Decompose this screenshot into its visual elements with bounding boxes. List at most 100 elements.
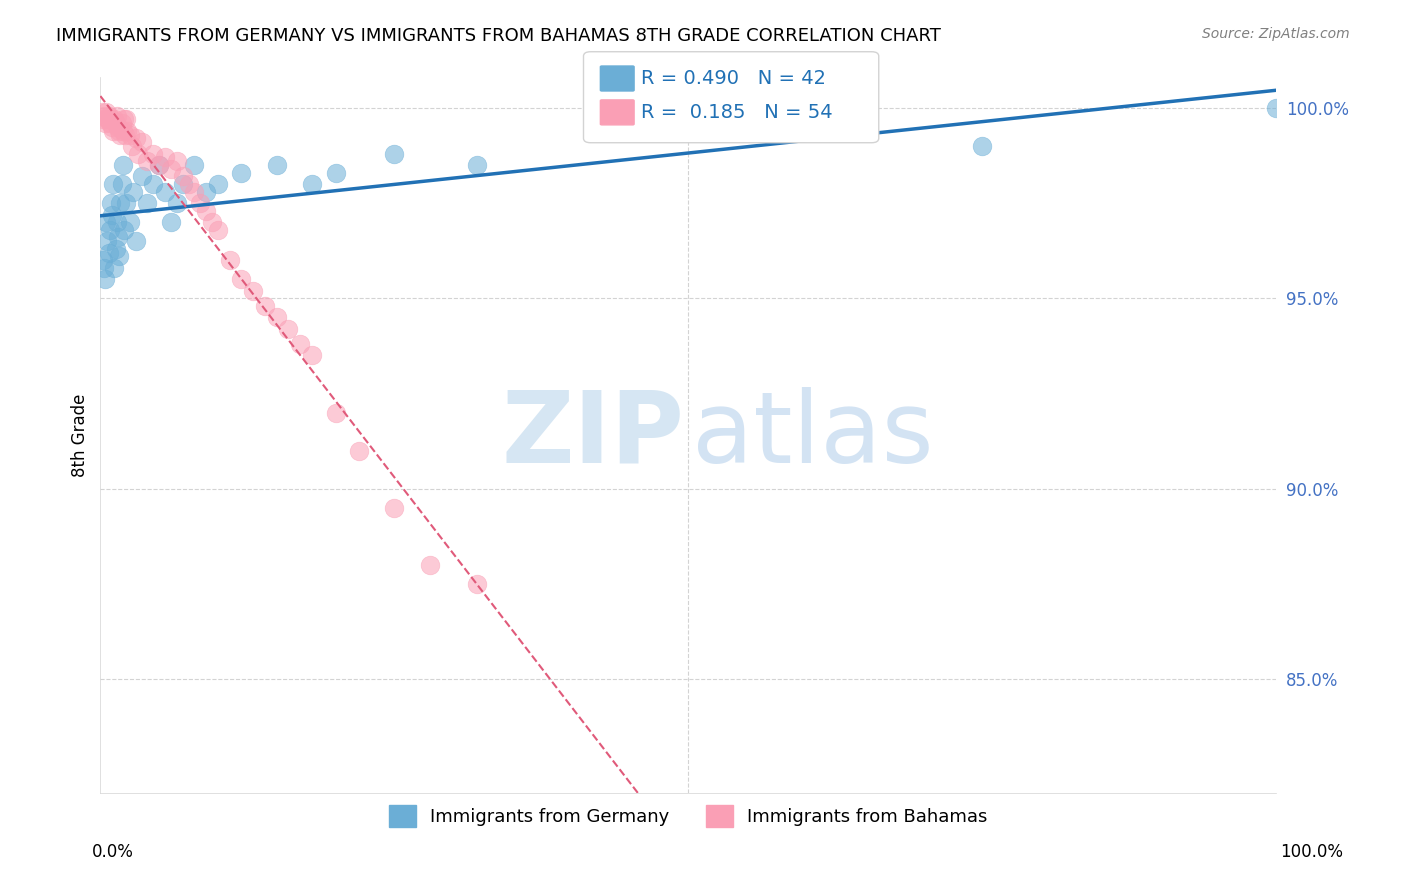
Point bbox=[91, 112, 114, 127]
Point bbox=[110, 177, 132, 191]
Point bbox=[382, 500, 405, 515]
Point bbox=[103, 177, 125, 191]
Point bbox=[253, 299, 276, 313]
Point bbox=[100, 196, 122, 211]
Point bbox=[93, 109, 115, 123]
Text: 100.0%: 100.0% bbox=[1279, 843, 1343, 861]
Point bbox=[347, 443, 370, 458]
Point bbox=[131, 135, 153, 149]
Point bbox=[105, 215, 128, 229]
Point bbox=[277, 322, 299, 336]
Point bbox=[96, 104, 118, 119]
Point bbox=[301, 177, 323, 191]
Text: ZIP: ZIP bbox=[502, 387, 685, 483]
Point bbox=[115, 112, 138, 127]
Point bbox=[231, 166, 253, 180]
Point bbox=[172, 177, 194, 191]
Point bbox=[110, 128, 132, 142]
Point bbox=[98, 116, 121, 130]
Point bbox=[325, 166, 347, 180]
Point bbox=[131, 169, 153, 184]
Point bbox=[103, 260, 125, 275]
Point bbox=[96, 234, 118, 248]
Point bbox=[105, 109, 128, 123]
Point bbox=[118, 215, 141, 229]
Point bbox=[290, 337, 312, 351]
Point bbox=[207, 223, 229, 237]
Point bbox=[142, 146, 165, 161]
Point bbox=[153, 185, 176, 199]
Point bbox=[114, 128, 136, 142]
Point bbox=[104, 116, 127, 130]
Text: atlas: atlas bbox=[692, 387, 934, 483]
Point bbox=[104, 242, 127, 256]
Point bbox=[124, 234, 146, 248]
Text: 0.0%: 0.0% bbox=[91, 843, 134, 861]
Point bbox=[122, 185, 145, 199]
Point bbox=[115, 196, 138, 211]
Point bbox=[382, 146, 405, 161]
Point bbox=[94, 272, 117, 286]
Point bbox=[103, 124, 125, 138]
Point bbox=[183, 185, 205, 199]
Point bbox=[96, 215, 118, 229]
Point bbox=[148, 158, 170, 172]
Point bbox=[160, 215, 183, 229]
Point bbox=[148, 158, 170, 172]
Point bbox=[242, 284, 264, 298]
Point bbox=[325, 405, 347, 419]
Point bbox=[94, 116, 117, 130]
Point bbox=[117, 124, 139, 138]
Text: IMMIGRANTS FROM GERMANY VS IMMIGRANTS FROM BAHAMAS 8TH GRADE CORRELATION CHART: IMMIGRANTS FROM GERMANY VS IMMIGRANTS FR… bbox=[56, 27, 941, 45]
Point bbox=[121, 139, 143, 153]
Legend: Immigrants from Germany, Immigrants from Bahamas: Immigrants from Germany, Immigrants from… bbox=[381, 798, 995, 834]
Point bbox=[183, 158, 205, 172]
Point bbox=[188, 196, 211, 211]
Point bbox=[127, 146, 149, 161]
Point bbox=[465, 158, 488, 172]
Point bbox=[136, 154, 159, 169]
Point bbox=[107, 230, 129, 244]
Point bbox=[124, 131, 146, 145]
Y-axis label: 8th Grade: 8th Grade bbox=[72, 393, 89, 477]
Point bbox=[111, 158, 134, 172]
Point bbox=[101, 208, 124, 222]
Text: Source: ZipAtlas.com: Source: ZipAtlas.com bbox=[1202, 27, 1350, 41]
Point bbox=[100, 112, 122, 127]
Point bbox=[93, 260, 115, 275]
Point bbox=[103, 112, 125, 127]
Point bbox=[96, 112, 118, 127]
Point bbox=[153, 150, 176, 164]
Point bbox=[218, 253, 240, 268]
Point bbox=[110, 116, 132, 130]
Point bbox=[110, 196, 132, 211]
Point bbox=[172, 169, 194, 184]
Point bbox=[301, 348, 323, 362]
Point bbox=[97, 109, 120, 123]
Point bbox=[166, 196, 188, 211]
Point bbox=[112, 223, 135, 237]
Point bbox=[195, 185, 218, 199]
Point bbox=[195, 203, 218, 218]
Point bbox=[112, 112, 135, 127]
Point bbox=[101, 120, 124, 134]
Point bbox=[201, 215, 224, 229]
Point bbox=[160, 161, 183, 176]
Point bbox=[108, 249, 131, 263]
Point bbox=[465, 577, 488, 591]
Point bbox=[111, 124, 134, 138]
Point bbox=[142, 177, 165, 191]
Point bbox=[90, 104, 112, 119]
Point bbox=[266, 310, 288, 325]
Point bbox=[177, 177, 200, 191]
Point bbox=[97, 245, 120, 260]
Point bbox=[166, 154, 188, 169]
Point bbox=[91, 253, 114, 268]
Point bbox=[98, 223, 121, 237]
Text: R =  0.185   N = 54: R = 0.185 N = 54 bbox=[641, 103, 832, 122]
Point bbox=[231, 272, 253, 286]
Point bbox=[136, 196, 159, 211]
Point bbox=[419, 558, 441, 572]
Point bbox=[1265, 101, 1288, 115]
Point bbox=[118, 128, 141, 142]
